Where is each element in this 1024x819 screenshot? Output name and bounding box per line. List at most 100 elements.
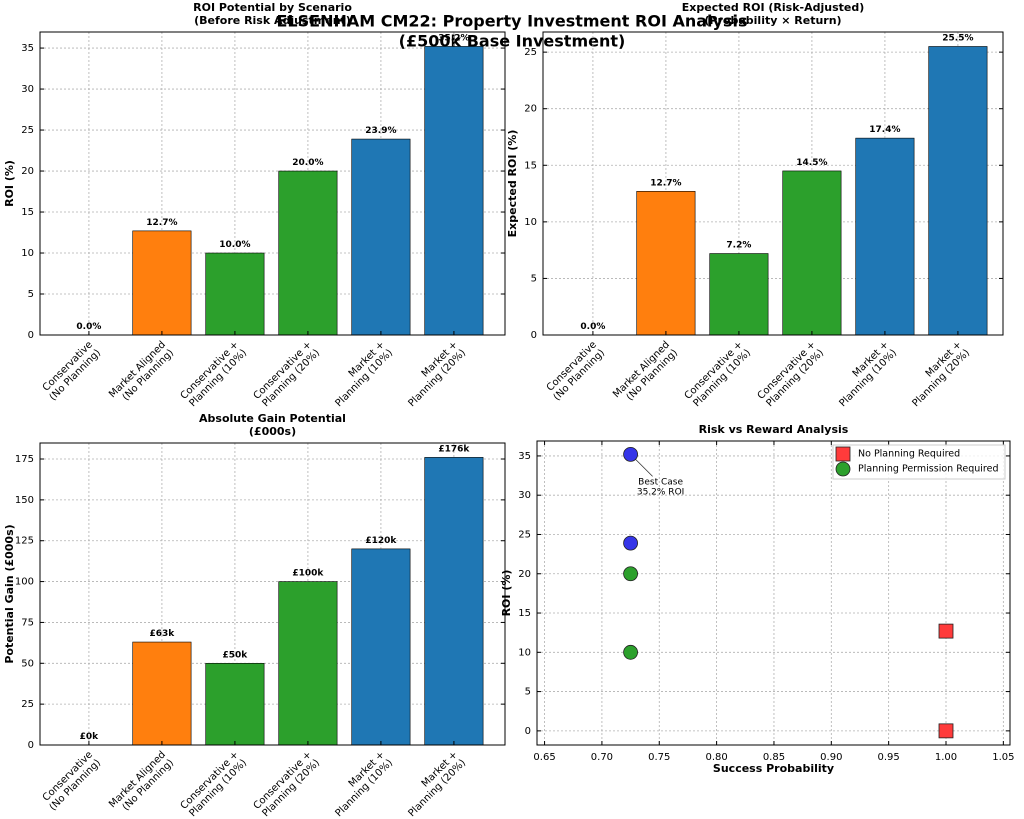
x-tick-label: 0.65 (533, 752, 555, 763)
x-tick-label: 0.70 (591, 752, 613, 763)
x-tick-label: 0.95 (878, 752, 900, 763)
y-tick-label: 150 (15, 495, 34, 506)
y-tick-label: 0 (525, 726, 531, 737)
x-tick-label: 1.00 (935, 752, 957, 763)
chart-title: (£000s) (249, 425, 296, 438)
bar (351, 548, 411, 746)
y-tick-label: 15 (518, 608, 531, 619)
x-tick-label: 0.75 (648, 752, 670, 763)
y-tick-label: 5 (28, 289, 34, 300)
y-tick-label: 35 (518, 451, 531, 462)
marker (938, 623, 954, 639)
y-tick-label: 50 (21, 658, 34, 669)
bar (278, 581, 338, 746)
bar (782, 170, 842, 336)
y-axis-label: Potential Gain (£000s) (3, 524, 16, 663)
marker (623, 566, 638, 582)
y-tick-label: 30 (21, 84, 34, 95)
chart-title: Risk vs Reward Analysis (699, 423, 849, 436)
y-tick-label: 0 (28, 330, 34, 341)
chart-title: (Before Risk Adjustment) (194, 14, 351, 27)
axes-frame (39, 442, 506, 746)
y-axis-label: ROI (%) (500, 570, 513, 617)
bar (636, 191, 696, 336)
y-tick-label: 175 (15, 454, 34, 465)
x-axis-label: Success Probability (713, 762, 834, 775)
legend-marker (835, 446, 851, 462)
y-tick-label: 10 (524, 217, 537, 228)
legend-label: No Planning Required (858, 449, 960, 460)
x-tick-label: 0.90 (820, 752, 842, 763)
legend-frame (832, 444, 1006, 480)
bar (424, 46, 484, 336)
y-tick-label: 25 (518, 529, 531, 540)
bar (709, 253, 769, 336)
bar (424, 457, 484, 746)
value-label: 7.2% (726, 241, 751, 251)
y-tick-label: 125 (15, 536, 34, 547)
bar (278, 170, 338, 336)
value-label: 23.9% (365, 126, 396, 136)
chart-title: Expected ROI (Risk-Adjusted) (682, 1, 864, 14)
x-tick-label: 0.85 (763, 752, 785, 763)
bar (351, 138, 411, 336)
annotation-arrow (635, 459, 653, 477)
x-tick-label: 0.80 (705, 752, 727, 763)
y-axis-label: ROI (%) (3, 160, 16, 207)
value-label: £176k (438, 444, 470, 454)
axes-frame (536, 440, 1011, 746)
y-tick-label: 20 (21, 166, 34, 177)
y-tick-label: 20 (518, 569, 531, 580)
y-tick-label: 5 (525, 687, 531, 698)
suptitle: (£500k Base Investment) (399, 32, 626, 51)
bar (928, 46, 988, 336)
value-label: 0.0% (580, 322, 605, 332)
y-tick-label: 0 (531, 330, 537, 341)
y-tick-label: 20 (524, 104, 537, 115)
y-tick-label: 35 (21, 43, 34, 54)
legend-label: Planning Permission Required (858, 464, 998, 475)
bar (205, 662, 265, 746)
y-tick-label: 30 (518, 490, 531, 501)
y-tick-label: 25 (21, 125, 34, 136)
value-label: £120k (365, 536, 397, 546)
bar (132, 230, 192, 336)
marker (938, 723, 954, 739)
marker (623, 644, 638, 660)
bar (855, 137, 915, 336)
bar (205, 252, 265, 336)
y-tick-label: 75 (21, 617, 34, 628)
value-label: 25.5% (942, 33, 973, 43)
chart-title: ROI Potential by Scenario (193, 1, 352, 14)
axes-frame (542, 31, 1004, 336)
value-label: £50k (223, 650, 249, 660)
value-label: 35.2% (438, 33, 469, 43)
y-tick-label: 25 (21, 699, 34, 710)
value-label: 0.0% (76, 322, 101, 332)
y-tick-label: 10 (21, 248, 34, 259)
suptitle: ELSENHAM CM22: Property Investment ROI A… (277, 12, 748, 31)
y-tick-label: 15 (524, 160, 537, 171)
y-axis-label: Expected ROI (%) (506, 130, 519, 238)
value-label: 14.5% (796, 158, 827, 168)
value-label: 10.0% (219, 240, 250, 250)
value-label: £0k (80, 732, 100, 742)
bar (132, 641, 192, 746)
annotation: Best Case 35.2% ROI (637, 477, 684, 497)
axes-frame (39, 31, 506, 336)
legend-marker (835, 461, 851, 477)
value-label: £63k (150, 629, 176, 639)
y-tick-label: 25 (524, 47, 537, 58)
x-tick-label: 1.05 (992, 752, 1014, 763)
value-label: 12.7% (650, 178, 681, 188)
chart-title: (Probability × Return) (704, 14, 841, 27)
y-tick-label: 5 (531, 273, 537, 284)
value-label: 20.0% (292, 158, 323, 168)
y-tick-label: 10 (518, 647, 531, 658)
y-tick-label: 0 (28, 740, 34, 751)
marker (623, 535, 638, 551)
y-tick-label: 15 (21, 207, 34, 218)
chart-title: Absolute Gain Potential (199, 412, 346, 425)
